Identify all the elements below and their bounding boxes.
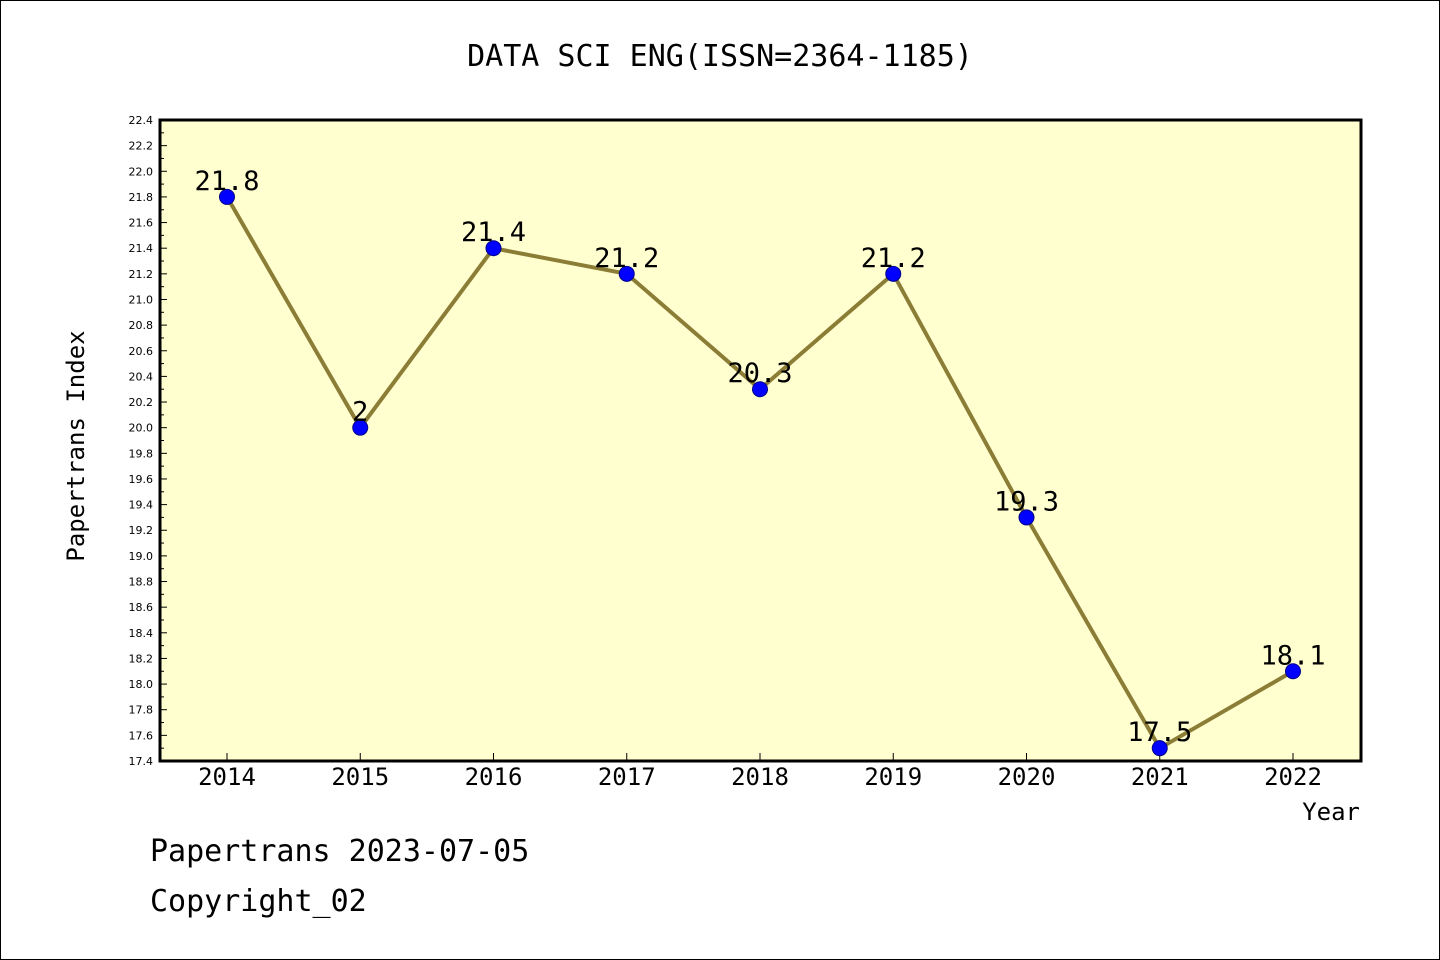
y-tick-label: 20.0: [129, 422, 154, 435]
data-point: [219, 188, 235, 205]
y-tick-label: 18.4: [129, 627, 154, 640]
y-tick-label: 20.8: [129, 319, 154, 332]
y-tick-label: 17.8: [129, 704, 154, 717]
data-point: [618, 265, 635, 282]
plot-border: [158, 118, 1363, 763]
y-tick-label: 20.6: [129, 345, 154, 358]
data-point: [885, 265, 902, 282]
data-label: 19.3: [994, 486, 1059, 517]
data-label: 17.5: [1127, 717, 1192, 748]
y-tick-label: 22.2: [129, 140, 154, 153]
y-tick-label: 17.6: [129, 729, 154, 742]
y-tick-label: 21.2: [129, 268, 154, 281]
y-tick-label: 21.8: [129, 191, 154, 204]
y-tick-label: 19.4: [129, 499, 154, 512]
x-tick-label: 2019: [864, 763, 922, 791]
y-tick-label: 18.8: [129, 576, 154, 589]
y-tick-label: 22.0: [129, 165, 154, 178]
y-tick-label: 20.2: [129, 396, 154, 409]
y-tick-label: 19.6: [129, 473, 154, 486]
y-tick-label: 18.0: [129, 678, 154, 691]
data-point: [352, 419, 369, 436]
data-labels: 21.8 2 21.4 21.2 20.3 21.2 19.3 17.5 18.1: [194, 166, 1325, 748]
data-point: [485, 240, 502, 257]
y-tick-label: 21.0: [129, 293, 154, 306]
x-tick-label: 2021: [1131, 763, 1189, 791]
y-tick-label: 21.6: [129, 217, 154, 230]
x-tick-label: 2022: [1264, 763, 1322, 791]
data-point: [1018, 509, 1035, 526]
x-tick-label: 2018: [731, 763, 789, 791]
data-point: [1285, 663, 1301, 680]
data-point: [752, 381, 768, 398]
y-tick-label: 19.2: [129, 524, 154, 537]
data-label: 18.1: [1260, 640, 1325, 671]
chart-title: DATA SCI ENG(ISSN=2364-1185): [467, 39, 973, 74]
data-label: 21.4: [461, 217, 526, 248]
y-tick-label: 18.2: [129, 652, 154, 665]
y-axis: 17.4 17.6 17.8 18.0 18.2 18.4 18.6 18.8 19.0 19.2…: [129, 114, 167, 768]
x-axis-label: Year: [1302, 798, 1360, 826]
x-tick-label: 2016: [465, 763, 523, 791]
y-tick-label: 21.4: [129, 242, 154, 255]
footer-date: Papertrans 2023-07-05: [150, 834, 530, 869]
y-tick-label: 22.4: [129, 114, 154, 127]
y-tick-label: 18.6: [129, 601, 154, 614]
x-axis: 2014 2015 2016 2017 2018 2019 2020 2021 2022: [198, 753, 1322, 791]
data-point: [1151, 740, 1168, 757]
data-label: 20.3: [727, 358, 792, 389]
y-axis-label: Papertrans Index: [62, 330, 90, 561]
data-label: 21.2: [861, 243, 926, 274]
y-tick-label: 20.4: [129, 370, 154, 383]
data-label: 21.2: [594, 243, 659, 274]
y-tick-label: 19.0: [129, 550, 154, 563]
data-label: 21.8: [194, 166, 259, 197]
y-tick-label: 19.8: [129, 447, 154, 460]
x-tick-label: 2020: [998, 763, 1056, 791]
footer-copyright: Copyright_02: [150, 884, 367, 919]
x-tick-label: 2017: [598, 763, 656, 791]
data-points: [219, 188, 1301, 757]
plot-area: [160, 120, 1361, 761]
x-tick-label: 2014: [198, 763, 256, 791]
x-tick-label: 2015: [331, 763, 389, 791]
y-tick-label: 17.4: [129, 755, 154, 768]
data-label: 2: [352, 397, 368, 428]
